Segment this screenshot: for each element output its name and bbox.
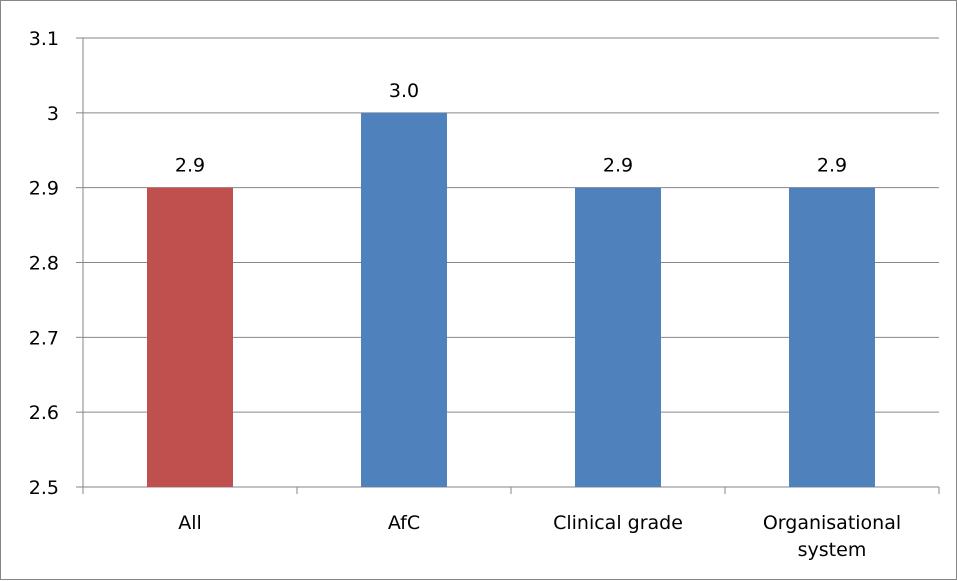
y-tick-label: 3.1 [29,28,59,50]
y-tick-label: 2.7 [29,327,59,349]
x-tick-label: system [798,539,867,561]
data-label: 3.0 [389,80,419,102]
x-tick-label: Organisational [763,512,901,534]
y-tick-label: 2.5 [29,477,59,499]
y-tick-label: 2.8 [29,253,59,275]
x-tick-label: All [178,512,202,534]
bar [575,187,661,487]
x-tick-label: AfC [388,512,420,534]
bar [789,187,875,487]
bar [361,112,447,487]
y-tick-label: 2.6 [29,402,59,424]
labels: 2.5 2.6 2.7 2.8 2.9 3 3.1 2.9 All 3.0 AfC 2.9 Clinic… [29,28,901,561]
y-tick-label: 2.9 [29,178,59,200]
x-tick-label: Clinical grade [553,512,683,534]
data-label: 2.9 [603,155,633,177]
bar [147,187,233,487]
data-label: 2.9 [817,155,847,177]
data-label: 2.9 [175,155,205,177]
y-tick-label: 3 [47,103,59,125]
bars [147,112,875,487]
